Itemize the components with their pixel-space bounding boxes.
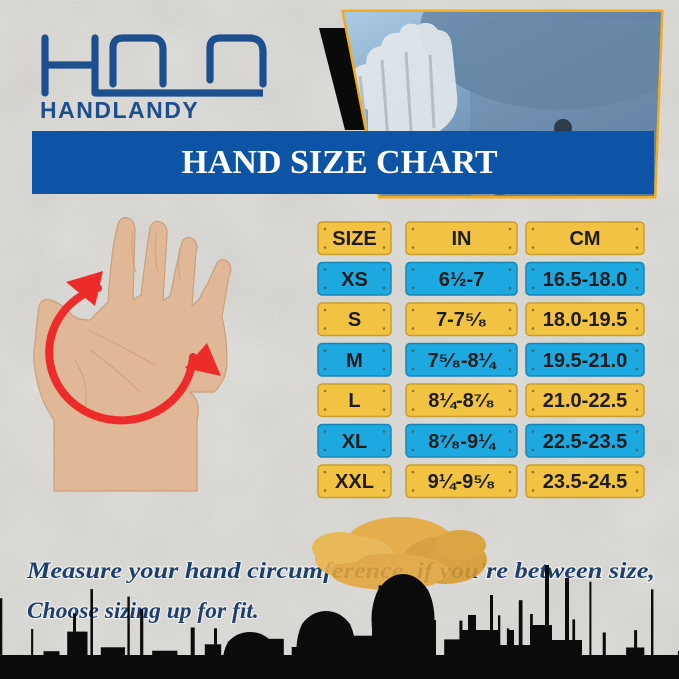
svg-text:SIZE: SIZE — [332, 228, 376, 250]
svg-text:6½-7: 6½-7 — [439, 269, 485, 291]
svg-text:M: M — [346, 350, 363, 372]
svg-text:18.0-19.5: 18.0-19.5 — [543, 309, 628, 331]
svg-text:23.5-24.5: 23.5-24.5 — [543, 471, 628, 493]
svg-text:HAND SIZE CHART: HAND SIZE CHART — [181, 144, 498, 181]
svg-text:IN: IN — [452, 228, 472, 250]
svg-text:HANDLANDY: HANDLANDY — [40, 97, 199, 123]
svg-text:XS: XS — [341, 269, 368, 291]
svg-text:21.0-22.5: 21.0-22.5 — [543, 390, 628, 412]
svg-text:L: L — [348, 390, 360, 412]
svg-text:XXL: XXL — [335, 471, 374, 493]
svg-text:7⁵⁄₈-8¼: 7⁵⁄₈-8¼ — [428, 350, 498, 372]
svg-text:19.5-21.0: 19.5-21.0 — [543, 350, 628, 372]
svg-text:S: S — [348, 309, 361, 331]
svg-text:XL: XL — [342, 431, 368, 453]
svg-text:8⁷⁄₈-9¼: 8⁷⁄₈-9¼ — [428, 431, 497, 453]
svg-text:8¼-8⁷⁄₈: 8¼-8⁷⁄₈ — [428, 390, 495, 412]
svg-text:7-7⁵⁄₈: 7-7⁵⁄₈ — [436, 309, 487, 331]
svg-text:16.5-18.0: 16.5-18.0 — [543, 269, 628, 291]
svg-text:22.5-23.5: 22.5-23.5 — [543, 431, 628, 453]
svg-text:CM: CM — [569, 228, 600, 250]
svg-text:9¼-9⁵⁄₈: 9¼-9⁵⁄₈ — [428, 471, 496, 493]
